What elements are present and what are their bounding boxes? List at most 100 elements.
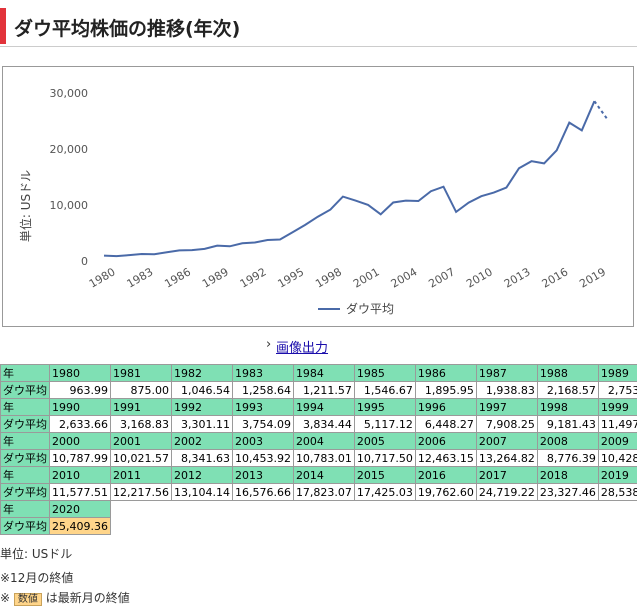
y-axis-label: 単位: USドル [18,170,33,242]
year-cell: 1984 [292,364,355,382]
year-cell: 2005 [353,432,416,450]
year-cell: 1980 [49,364,111,382]
row-label: ダウ平均 [0,483,50,501]
year-cell: 2003 [231,432,294,450]
value-cell: 1,938.83 [475,381,538,399]
year-cell: 2011 [109,466,172,484]
year-cell: 1983 [231,364,294,382]
close-note: ※12月の終値 [0,571,74,585]
row-label: 年 [0,500,50,518]
row-label: ダウ平均 [0,415,50,433]
value-cell: 19,762.60 [414,483,477,501]
year-row: 年 2010 2011 2012 2013 2014 2015 2016 2017 2018 201… [0,466,637,484]
value-cell: 2,633.66 [49,415,111,433]
year-cell: 2013 [231,466,294,484]
value-cell: 3,168.83 [109,415,172,433]
value-cell: 10,783.01 [292,449,355,467]
year-cell: 2000 [49,432,111,450]
y-tick-label: 20,000 [50,143,89,156]
value-cell: 9,181.43 [536,415,599,433]
value-cell: 8,341.63 [170,449,233,467]
value-cell: 25,409.36 [49,517,111,535]
value-cell: 17,823.07 [292,483,355,501]
note-badge: 数値 [13,593,42,606]
value-row: ダウ平均 10,787.99 10,021.57 8,341.63 10,453.92 1… [0,449,637,467]
row-label: ダウ平均 [0,517,50,535]
year-cell: 1992 [170,398,233,416]
value-cell: 6,448.27 [414,415,477,433]
note-mark: ※ [0,591,11,605]
year-cell: 2001 [109,432,172,450]
row-label: ダウ平均 [0,381,50,399]
value-cell: 10,428.05 [597,449,637,467]
value-cell: 1,895.95 [414,381,477,399]
year-cell: 1995 [353,398,416,416]
year-cell: 1987 [475,364,538,382]
value-cell: 16,576.66 [231,483,294,501]
value-cell: 3,301.11 [170,415,233,433]
year-row: 年 1980 1981 1982 1983 1984 1985 1986 1987 1988 198… [0,364,637,382]
year-cell: 2018 [536,466,599,484]
year-cell: 1986 [414,364,477,382]
year-cell: 2004 [292,432,355,450]
row-label: 年 [0,432,50,450]
year-cell: 2009 [597,432,637,450]
value-cell: 11,577.51 [49,483,111,501]
year-cell: 1997 [475,398,538,416]
row-label: 年 [0,398,50,416]
chart-frame [2,66,634,327]
value-cell: 1,546.67 [353,381,416,399]
row-label: 年 [0,364,50,382]
year-row: 年 2020 [0,500,637,518]
year-cell: 2008 [536,432,599,450]
value-cell: 10,453.92 [231,449,294,467]
year-cell: 1991 [109,398,172,416]
year-cell: 2014 [292,466,355,484]
value-cell: 13,264.82 [475,449,538,467]
year-cell: 1990 [49,398,111,416]
y-tick-label: 30,000 [50,87,89,100]
year-cell: 2015 [353,466,416,484]
year-cell: 2019 [597,466,637,484]
value-cell: 10,021.57 [109,449,172,467]
value-cell: 17,425.03 [353,483,416,501]
value-cell: 1,258.64 [231,381,294,399]
year-row: 年 2000 2001 2002 2003 2004 2005 2006 2007 2008 200… [0,432,637,450]
year-cell: 1989 [597,364,637,382]
value-cell: 2,753.20 [597,381,637,399]
header: ダウ平均株価の推移(年次) [0,8,637,47]
year-cell: 2016 [414,466,477,484]
year-cell: 1999 [597,398,637,416]
value-row: ダウ平均 2,633.66 3,168.83 3,301.11 3,754.09 3,83… [0,415,637,433]
value-cell: 3,834.44 [292,415,355,433]
year-cell: 2020 [49,500,111,518]
value-cell: 24,719.22 [475,483,538,501]
header-bar [0,8,6,44]
value-cell: 10,717.50 [353,449,416,467]
value-cell: 23,327.46 [536,483,599,501]
data-table: 年 1980 1981 1982 1983 1984 1985 1986 1987 1988 198… [0,364,637,535]
year-cell: 1988 [536,364,599,382]
y-tick-label: 10,000 [50,199,89,212]
value-cell: 12,217.56 [109,483,172,501]
page-title: ダウ平均株価の推移(年次) [14,18,241,40]
data-line [103,100,596,258]
value-cell: 2,168.57 [536,381,599,399]
year-cell: 2002 [170,432,233,450]
note-text: は最新月の終値 [45,591,130,605]
year-cell: 1985 [353,364,416,382]
value-cell: 3,754.09 [231,415,294,433]
row-label: ダウ平均 [0,449,50,467]
value-cell: 10,787.99 [49,449,111,467]
year-cell: 1981 [109,364,172,382]
export-link[interactable]: 画像出力 [266,337,328,356]
legend-label: ダウ平均 [346,301,394,316]
value-cell: 28,538.44 [597,483,637,501]
year-row: 年 1990 1991 1992 1993 1994 1995 1996 1997 1998 199… [0,398,637,416]
year-cell: 1996 [414,398,477,416]
year-cell: 1998 [536,398,599,416]
value-cell: 1,046.54 [170,381,233,399]
value-row: ダウ平均 25,409.36 [0,517,637,535]
